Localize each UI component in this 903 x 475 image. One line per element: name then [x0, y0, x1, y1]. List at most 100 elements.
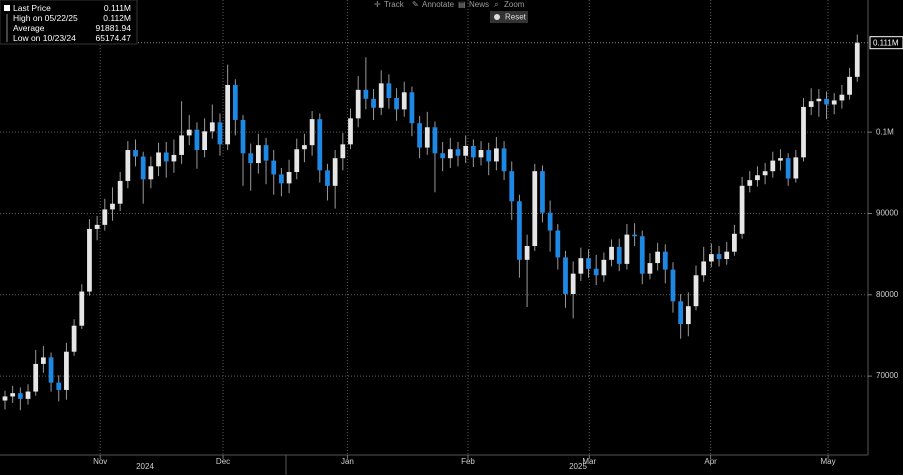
candle-body: [693, 275, 699, 307]
candle-body: [762, 171, 768, 176]
candle-body: [739, 185, 745, 234]
candle-body: [839, 94, 845, 101]
y-tick-label: 90000: [876, 209, 899, 218]
toolbar-icon: ✎: [412, 0, 419, 9]
candle-body: [186, 129, 192, 136]
year-label: 2024: [136, 462, 154, 471]
candle-body: [524, 246, 530, 260]
year-label: 2025: [569, 462, 587, 471]
candle-body: [64, 351, 69, 390]
candle-body: [271, 160, 277, 175]
candle-body: [363, 89, 369, 99]
candle-body: [332, 158, 338, 186]
candle-body: [355, 89, 361, 119]
candle-body: [563, 257, 568, 294]
candle-body: [232, 84, 238, 120]
candle-body: [555, 230, 561, 258]
y-tick-label: 70000: [876, 371, 899, 380]
candle-body: [255, 145, 261, 164]
candle-body: [171, 154, 177, 162]
candle-body: [708, 254, 714, 262]
candle-body: [56, 382, 62, 390]
toolbar-item[interactable]: Track: [384, 0, 405, 9]
candle-body: [348, 118, 353, 145]
plot-area: [0, 0, 868, 455]
candle-body: [755, 175, 760, 181]
candle-body: [240, 119, 246, 154]
candle-body: [801, 106, 806, 158]
candle-body: [547, 212, 553, 231]
reset-label[interactable]: Reset: [505, 13, 527, 22]
toolbar-item[interactable]: News: [469, 0, 489, 9]
toolbar-item[interactable]: Zoom: [504, 0, 525, 9]
candle-body: [140, 156, 146, 180]
x-tick-label: Dec: [216, 457, 230, 466]
candle-body: [678, 301, 684, 325]
y-tick-label: 0.1M: [876, 127, 894, 136]
candle-body: [517, 201, 522, 260]
y-tick-label: 80000: [876, 290, 899, 299]
candle-body: [816, 98, 822, 102]
legend-label: Low on 10/23/24: [13, 33, 76, 43]
x-tick-label: Nov: [93, 457, 107, 466]
candle-body: [394, 97, 399, 110]
toolbar-item[interactable]: Annotate: [422, 0, 455, 9]
candle-body: [325, 170, 330, 186]
legend-label: High on 05/22/25: [13, 13, 78, 23]
candle-body: [163, 152, 169, 162]
candle-body: [854, 42, 860, 77]
candle-body: [770, 160, 776, 172]
candle-body: [494, 148, 499, 162]
candle-body: [540, 171, 545, 213]
legend-label: Last Price: [13, 3, 51, 13]
candle-body: [71, 325, 77, 352]
candle-body: [110, 203, 115, 210]
candle-body: [716, 254, 722, 260]
candle-body: [371, 98, 376, 108]
candle-body: [125, 150, 131, 181]
candle-body: [455, 149, 461, 156]
candle-body: [447, 149, 453, 159]
candle-body: [639, 236, 645, 274]
candle-body: [209, 122, 215, 132]
reset-button[interactable]: [490, 11, 528, 23]
candle-body: [87, 228, 92, 292]
candle-body: [831, 100, 837, 105]
candle-body: [41, 357, 46, 364]
toolbar-icon: ✛: [374, 0, 381, 9]
candle-body: [701, 261, 707, 276]
candle-body: [824, 98, 829, 105]
candle-body: [286, 171, 292, 184]
candle-body: [593, 268, 599, 276]
candle-body: [662, 251, 668, 270]
toolbar-icon: ▤: [458, 0, 466, 9]
legend-value: 0.112M: [103, 13, 131, 23]
toolbar: ✛ Track ✎ Annotate ▤ News ⌕ Zoom Reset: [374, 0, 528, 23]
legend-label: Average: [13, 23, 45, 33]
candle-body: [309, 119, 315, 146]
candle-body: [793, 157, 799, 179]
x-tick-label: Jan: [341, 457, 354, 466]
candle-body: [133, 150, 138, 157]
candle-body: [33, 363, 39, 392]
candle-body: [417, 123, 422, 148]
candle-body: [632, 234, 637, 237]
candle-body: [624, 234, 630, 264]
legend-value: 91881.94: [96, 23, 132, 33]
candle-body: [501, 148, 507, 172]
candle-body: [2, 396, 8, 401]
candle-body: [747, 180, 753, 186]
candle-body: [386, 83, 392, 98]
candle-body: [409, 92, 415, 124]
candle-body: [225, 84, 231, 145]
legend-value: 65174.47: [96, 33, 132, 43]
candle-body: [317, 119, 323, 171]
x-tick-label: Mar: [582, 457, 596, 466]
candle-body: [478, 150, 484, 158]
candle-body: [302, 145, 307, 150]
candle-body: [570, 273, 576, 294]
candle-body: [785, 158, 791, 179]
candle-body: [440, 153, 446, 159]
